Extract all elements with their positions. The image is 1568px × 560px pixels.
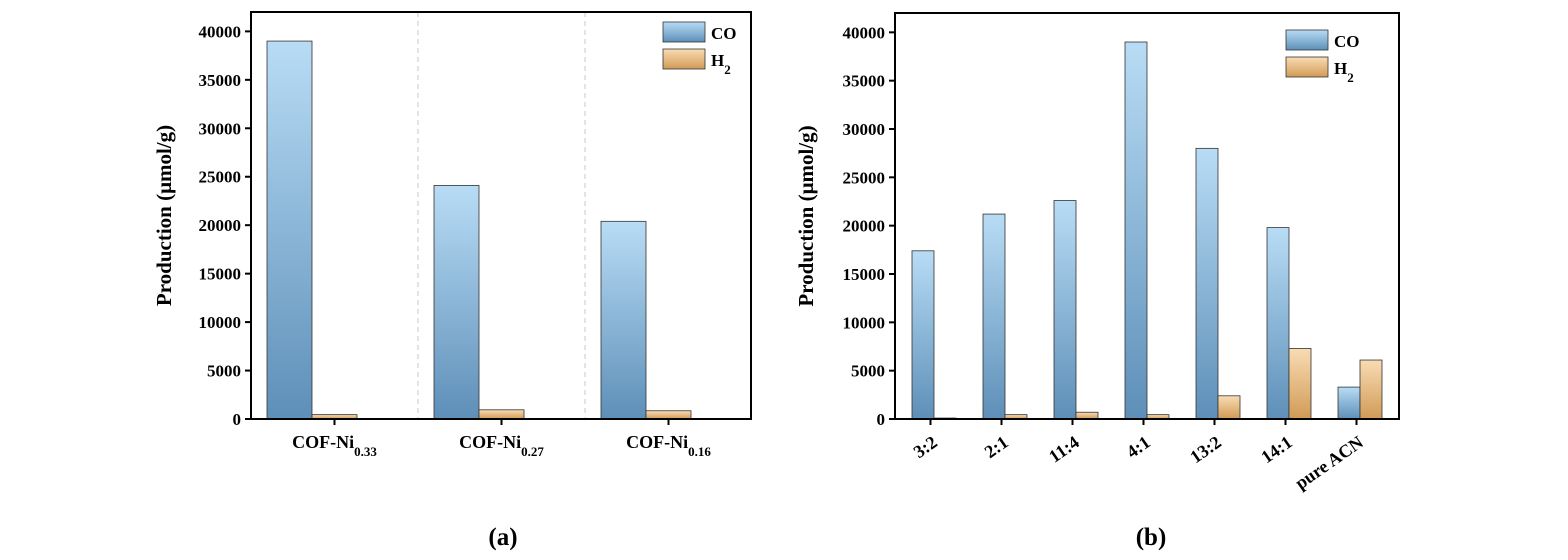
legend-swatch-h2 [662,48,706,70]
x-tick-label-subscript: 0.27 [521,444,544,459]
y-tick-label: 20000 [199,216,242,235]
legend-label-h2-text: H [1334,59,1347,78]
y-tick-label: 10000 [843,313,886,332]
legend-label-co-text: CO [1334,32,1360,51]
x-tick-label: 11:4 [1045,432,1083,467]
h2-bar [1217,395,1241,420]
x-tick-label: COF-Ni0.27 [459,432,544,459]
y-tick-label: 25000 [843,168,886,187]
x-tick-label-text: COF-Ni [459,432,521,452]
y-tick-label: 15000 [199,265,242,284]
y-tick-label: 5000 [851,362,885,381]
co-bar [1124,41,1148,420]
co-bar [1053,200,1077,420]
panel-label: (b) [1136,524,1167,551]
x-tick-label: pure ACN [1291,432,1367,493]
legend-label-h2-subscript: 2 [1347,70,1354,85]
panel-label: (a) [488,524,517,551]
co-bar [911,250,935,420]
y-tick-label: 30000 [843,120,886,139]
legend-label-h2: H2 [1334,59,1354,85]
legend-label-co: CO [1334,32,1360,51]
legend-label-co: CO [711,24,737,43]
axes-frame [894,12,1400,420]
x-tick-label: 13:2 [1186,432,1225,467]
x-tick-label: COF-Ni0.16 [626,432,711,459]
y-tick-label: 40000 [843,23,886,42]
legend-label-co-text: CO [711,24,737,43]
y-tick-label: 0 [233,410,242,429]
x-tick-label-subscript: 0.33 [354,444,377,459]
y-tick-label: 35000 [199,71,242,90]
h2-bar [645,410,692,420]
x-tick-label: 2:1 [981,432,1012,462]
y-tick-label: 0 [877,410,886,429]
h2-bar [1359,359,1383,420]
co-bar [1337,386,1361,420]
legend-swatch-co [1285,29,1329,51]
y-tick-label: 35000 [843,72,886,91]
y-tick-label: 20000 [843,217,886,236]
x-tick-label: 4:1 [1123,432,1154,462]
y-axis-label: Production (μmol/g) [152,125,176,306]
chart-panel-b: 0 5000 10000 15000 20000 25000 30000 35000 40000… [794,12,1400,551]
y-tick-label: 25000 [199,168,242,187]
legend-label-h2-text: H [711,51,724,70]
y-tick-label: 15000 [843,265,886,284]
y-axis-label: Production (μmol/g) [794,125,818,306]
h2-bar [478,409,525,420]
legend-swatch-h2 [1285,56,1329,78]
co-bar [600,220,647,420]
h2-bar [1288,348,1312,420]
x-tick-label: COF-Ni0.33 [292,432,377,459]
axes-frame [250,11,752,420]
co-bar [433,185,480,420]
x-tick-label-text: COF-Ni [626,432,688,452]
co-bar [982,213,1006,420]
co-bar [1266,227,1290,420]
co-bar [266,40,313,420]
x-tick-label-text: COF-Ni [292,432,354,452]
legend-label-h2: H2 [711,51,731,77]
h2-bar [1075,411,1099,420]
y-tick-label: 40000 [199,22,242,41]
x-tick-label-subscript: 0.16 [688,444,711,459]
x-tick-label: 14:1 [1257,432,1296,467]
y-tick-label: 30000 [199,119,242,138]
legend-swatch-co [662,21,706,43]
y-tick-label: 5000 [207,362,241,381]
x-tick-label: 3:2 [910,432,941,462]
legend-label-h2-subscript: 2 [724,62,731,77]
y-tick-label: 10000 [199,313,242,332]
co-bar [1195,147,1219,420]
chart-panel-a: 0 5000 10000 15000 20000 25000 30000 35000 40000… [152,11,752,551]
